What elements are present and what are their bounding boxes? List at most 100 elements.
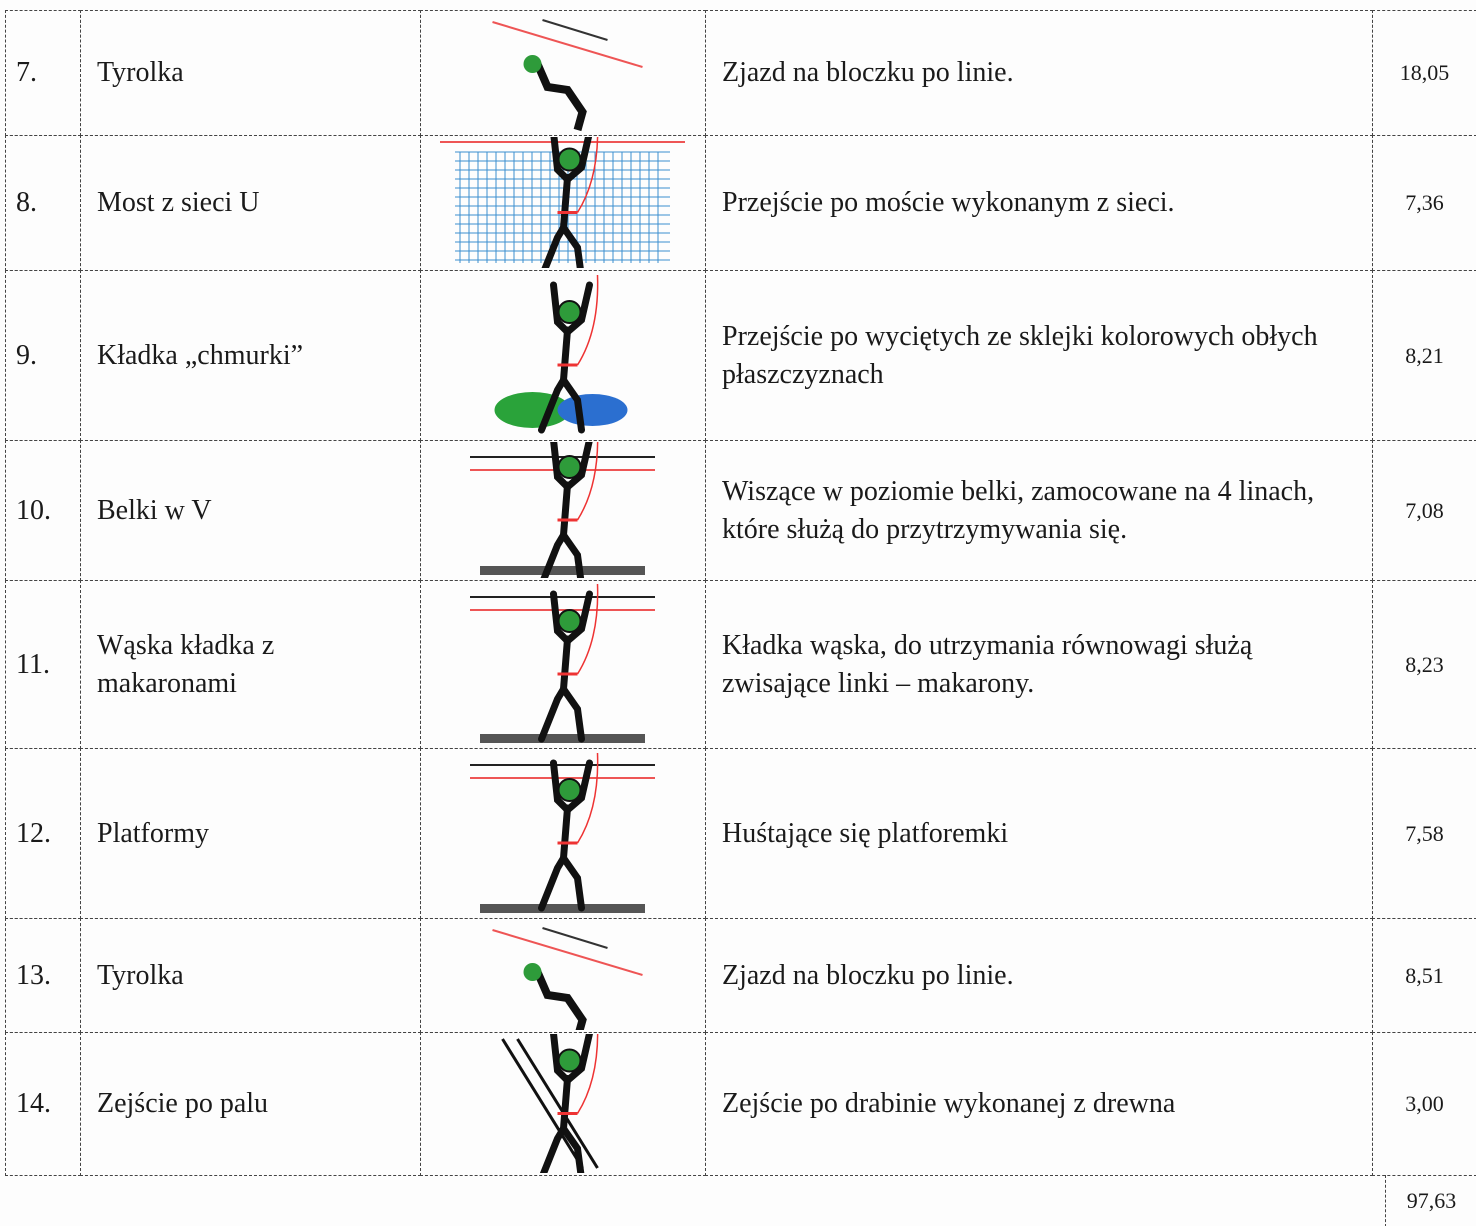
- total: 97,63: [1385, 1175, 1476, 1226]
- attraction-name-text: Belki w V: [97, 494, 212, 526]
- pictogram: [440, 137, 685, 268]
- figure-arms: [550, 442, 593, 492]
- figure-head: [557, 147, 582, 172]
- figure-legs: [538, 682, 585, 743]
- arrow: [542, 19, 608, 41]
- row-number: 13.: [5, 918, 81, 1033]
- description: Wiszące w poziomie belki, zamocowane na …: [705, 440, 1373, 581]
- figure-body: [560, 326, 571, 384]
- attraction-name-text: Kładka „chmurki”: [97, 339, 304, 371]
- figure-head: [523, 963, 542, 981]
- row-number-text: 8.: [16, 187, 37, 218]
- pictogram: [494, 274, 628, 434]
- platform: [480, 566, 645, 575]
- description: Zejście po drabinie wykonanej z drewna: [705, 1032, 1373, 1176]
- pictogram: [470, 752, 655, 913]
- value: 7,58: [1372, 748, 1476, 919]
- row-number-text: 14.: [16, 1088, 51, 1119]
- lanyard: [576, 752, 599, 844]
- ladder: [516, 1038, 599, 1169]
- description: Przejście po moście wykonanym z sieci.: [705, 135, 1373, 271]
- row-number: 10.: [5, 440, 81, 581]
- value: 3,00: [1372, 1032, 1476, 1176]
- platform: [480, 904, 645, 913]
- zip-line: [492, 929, 643, 976]
- description-text: Przejście po wyciętych ze sklejki koloro…: [722, 320, 1318, 390]
- attraction-name: Belki w V: [80, 440, 421, 581]
- value: 18,05: [1372, 10, 1476, 136]
- attraction-name-text: Tyrolka: [97, 57, 184, 88]
- value-text: 8,23: [1405, 651, 1444, 677]
- attraction-name: Tyrolka: [80, 918, 421, 1033]
- value-text: 8,51: [1405, 962, 1444, 988]
- value-text: 3,00: [1405, 1091, 1444, 1116]
- value: 8,51: [1372, 918, 1476, 1033]
- attraction-name: Zejście po palu: [80, 1032, 421, 1176]
- row-number: 7.: [5, 10, 81, 136]
- total-text: 97,63: [1406, 1187, 1457, 1213]
- description-text: Zejście po drabinie wykonanej z drewna: [722, 1088, 1176, 1119]
- pictogram: [470, 583, 655, 743]
- figure-arms: [550, 759, 593, 815]
- figure-legs: [538, 373, 585, 434]
- ladder: [501, 1038, 584, 1169]
- lanyard: [576, 137, 599, 213]
- description: Zjazd na bloczku po linie.: [705, 10, 1373, 136]
- lanyard: [576, 583, 599, 675]
- value-text: 7,08: [1405, 497, 1444, 523]
- attraction-name: Tyrolka: [80, 10, 421, 136]
- figure-legs: [539, 1122, 585, 1173]
- description-text: Huśtające się platforemki: [722, 817, 1009, 849]
- figure: [533, 970, 587, 1030]
- value-text: 18,05: [1399, 60, 1450, 85]
- figure-head: [557, 609, 582, 633]
- figure-arms: [550, 1034, 593, 1086]
- pictogram: [501, 1034, 599, 1173]
- row-number: 9.: [5, 270, 81, 441]
- figure-body: [560, 481, 571, 539]
- pictogram: [492, 927, 643, 1030]
- figure-legs: [538, 851, 585, 912]
- attraction-name: Kładka „chmurki”: [80, 270, 421, 441]
- row-number: 12.: [5, 748, 81, 919]
- description-text: Kładka wąska, do utrzymania równowagi sł…: [722, 629, 1253, 699]
- description: Kładka wąska, do utrzymania równowagi sł…: [705, 580, 1373, 749]
- lanyard: [576, 274, 599, 366]
- description-text: Zjazd na bloczku po linie.: [722, 959, 1014, 991]
- figure-body: [560, 1075, 571, 1132]
- cloud: [557, 394, 628, 426]
- attraction-name: Most z sieci U: [80, 135, 421, 271]
- value: 7,36: [1372, 135, 1476, 271]
- row-number: 8.: [5, 135, 81, 271]
- attraction-name-text: Tyrolka: [97, 959, 184, 991]
- figure-body: [560, 804, 571, 862]
- figure-head: [557, 455, 582, 479]
- figure-head: [523, 55, 542, 73]
- value: 7,08: [1372, 440, 1476, 581]
- figure-head: [557, 300, 582, 324]
- lanyard: [576, 442, 599, 521]
- row-number-text: 7.: [16, 57, 37, 88]
- row-number-text: 13.: [16, 959, 51, 991]
- attraction-name: Platformy: [80, 748, 421, 919]
- arrow: [542, 927, 608, 949]
- value: 8,23: [1372, 580, 1476, 749]
- description-text: Wiszące w poziomie belki, zamocowane na …: [722, 475, 1315, 545]
- value: 8,21: [1372, 270, 1476, 441]
- figure-arms: [550, 137, 593, 185]
- row-number-text: 12.: [16, 817, 51, 849]
- row-number: 11.: [5, 580, 81, 749]
- figure: [533, 62, 587, 132]
- figure-head: [557, 1048, 582, 1073]
- value-text: 8,21: [1405, 342, 1444, 368]
- row-number-text: 10.: [16, 494, 51, 526]
- description: Huśtające się platforemki: [705, 748, 1373, 919]
- lanyard: [576, 1034, 599, 1114]
- row-number-text: 11.: [16, 648, 50, 680]
- attraction-name-text: Zejście po palu: [97, 1088, 269, 1119]
- row-number-text: 9.: [16, 339, 37, 371]
- pictogram: [492, 19, 643, 132]
- attraction-name: Wąska kładka z makaronami: [80, 580, 421, 749]
- figure-body: [560, 635, 571, 693]
